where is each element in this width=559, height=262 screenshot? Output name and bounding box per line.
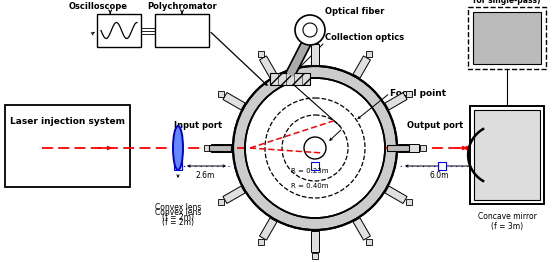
Polygon shape bbox=[385, 92, 407, 110]
Bar bbox=[155, 14, 209, 47]
Text: Convex lens
(f = 2m): Convex lens (f = 2m) bbox=[155, 203, 201, 222]
Bar bbox=[258, 51, 264, 57]
Text: Output port: Output port bbox=[407, 122, 463, 130]
Bar bbox=[204, 145, 210, 151]
Text: Input port: Input port bbox=[174, 122, 222, 130]
Text: R = 0.23m: R = 0.23m bbox=[291, 168, 329, 174]
Bar bbox=[219, 199, 225, 205]
Bar bbox=[209, 145, 231, 151]
Text: Concave mirror
(f = 3m): Concave mirror (f = 3m) bbox=[477, 212, 537, 231]
Bar bbox=[405, 91, 411, 97]
Polygon shape bbox=[259, 218, 277, 240]
Text: Oscilloscope: Oscilloscope bbox=[69, 2, 128, 11]
Text: Optical fiber: Optical fiber bbox=[325, 8, 385, 17]
Bar bbox=[311, 162, 319, 170]
Bar bbox=[387, 145, 409, 151]
Bar bbox=[405, 199, 411, 205]
Polygon shape bbox=[223, 186, 245, 204]
Polygon shape bbox=[311, 44, 319, 65]
Circle shape bbox=[295, 15, 325, 45]
Bar bbox=[470, 106, 544, 204]
Text: 6.0m: 6.0m bbox=[429, 171, 449, 180]
Text: Convex lens
(f = 2m): Convex lens (f = 2m) bbox=[155, 208, 201, 227]
Bar bbox=[174, 162, 182, 170]
Bar bbox=[473, 12, 541, 64]
Text: 2.6m: 2.6m bbox=[196, 171, 215, 180]
Bar bbox=[219, 91, 225, 97]
Bar bbox=[312, 37, 318, 43]
Text: R = 0.40m: R = 0.40m bbox=[291, 183, 329, 189]
Text: Laser injection system: Laser injection system bbox=[10, 117, 125, 125]
Ellipse shape bbox=[173, 126, 183, 170]
Bar bbox=[5, 105, 130, 187]
Circle shape bbox=[233, 66, 397, 230]
Bar bbox=[97, 14, 141, 47]
Bar bbox=[468, 7, 546, 69]
Bar bbox=[366, 238, 372, 244]
Polygon shape bbox=[353, 218, 371, 240]
Bar bbox=[270, 73, 310, 85]
Polygon shape bbox=[259, 56, 277, 78]
Text: Focal point: Focal point bbox=[390, 89, 446, 97]
Polygon shape bbox=[385, 186, 407, 204]
Bar bbox=[474, 110, 540, 200]
Polygon shape bbox=[211, 144, 232, 152]
Circle shape bbox=[304, 137, 326, 159]
Bar bbox=[312, 253, 318, 259]
Polygon shape bbox=[223, 92, 245, 110]
Text: Polychromator: Polychromator bbox=[147, 2, 217, 11]
Polygon shape bbox=[353, 56, 371, 78]
Bar bbox=[258, 238, 264, 244]
Polygon shape bbox=[311, 231, 319, 252]
Text: (Beam dump
for single-pass): (Beam dump for single-pass) bbox=[473, 0, 541, 5]
Bar bbox=[420, 145, 426, 151]
Bar bbox=[366, 51, 372, 57]
Bar bbox=[438, 162, 446, 170]
Polygon shape bbox=[398, 144, 419, 152]
Circle shape bbox=[245, 78, 385, 218]
Text: Collection optics: Collection optics bbox=[325, 34, 404, 42]
